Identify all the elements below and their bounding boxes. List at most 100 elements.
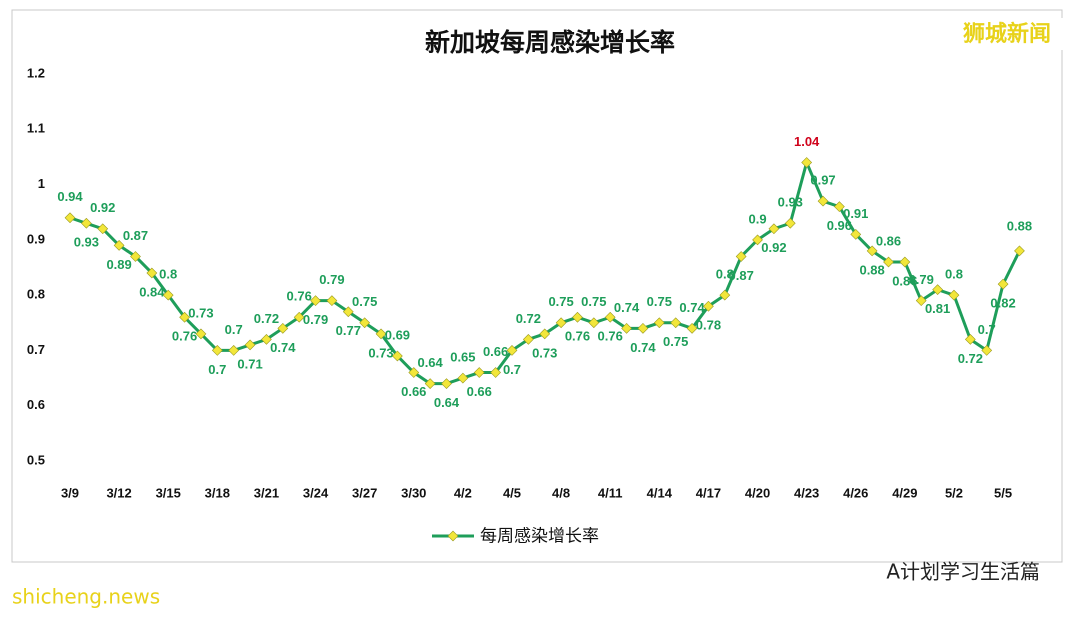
x-tick-label: 4/5: [503, 485, 521, 500]
x-tick-label: 4/11: [598, 485, 623, 500]
data-label: 0.71: [237, 356, 262, 371]
y-tick-label: 1.1: [27, 121, 45, 136]
x-tick-label: 3/18: [205, 485, 230, 500]
marker: [179, 311, 190, 323]
data-label: 0.7: [978, 322, 996, 337]
data-label: 0.86: [892, 273, 917, 288]
marker: [686, 322, 698, 334]
marker: [359, 317, 371, 329]
marker: [719, 289, 731, 301]
marker: [211, 345, 223, 356]
data-label: 0.74: [679, 300, 705, 315]
data-label: 0.69: [385, 327, 410, 342]
marker: [801, 157, 813, 168]
x-tick-label: 4/17: [696, 485, 721, 500]
marker: [604, 311, 616, 323]
marker: [441, 378, 452, 389]
x-tick-label: 4/23: [794, 485, 819, 500]
marker: [113, 240, 125, 251]
x-tick-label: 3/15: [156, 485, 181, 500]
data-label: 0.72: [516, 311, 541, 326]
marker: [637, 322, 649, 334]
data-label: 0.94: [57, 189, 83, 204]
marker: [752, 234, 763, 246]
data-label: 0.76: [287, 289, 312, 304]
data-label: 0.88: [1007, 218, 1032, 233]
marker: [539, 328, 551, 340]
data-label: 0.8: [159, 267, 177, 282]
data-label: 0.76: [172, 329, 197, 344]
data-label: 0.84: [139, 284, 165, 299]
data-label: 0.66: [483, 344, 508, 359]
y-tick-label: 1: [38, 176, 45, 191]
marker: [768, 223, 780, 235]
marker: [964, 333, 976, 345]
data-label: 0.74: [614, 300, 640, 315]
marker: [588, 317, 600, 329]
data-label: 0.8: [945, 267, 963, 282]
data-label: 0.79: [909, 272, 934, 287]
marker: [342, 306, 354, 318]
y-tick-label: 0.5: [27, 452, 45, 467]
data-label: 0.96: [827, 218, 852, 233]
y-tick-label: 0.9: [27, 231, 45, 246]
marker: [293, 311, 305, 323]
data-label: 0.7: [503, 362, 521, 377]
marker: [948, 289, 960, 301]
marker: [883, 256, 894, 268]
x-tick-label: 5/5: [994, 485, 1012, 500]
marker: [932, 284, 943, 295]
data-label: 0.73: [188, 305, 213, 320]
data-label: 0.72: [254, 311, 279, 326]
data-label: 0.92: [90, 200, 115, 215]
marker: [424, 378, 436, 389]
marker: [735, 251, 747, 262]
data-label: 0.65: [450, 350, 475, 365]
data-label: 0.75: [663, 334, 688, 349]
data-label: 0.93: [74, 235, 99, 250]
source: shicheng.news: [12, 585, 160, 609]
data-label: 0.76: [565, 329, 590, 344]
x-tick-label: 4/29: [892, 485, 917, 500]
x-tick-label: 3/12: [106, 485, 131, 500]
data-label: 0.88: [859, 262, 884, 277]
y-tick-label: 0.6: [27, 397, 45, 412]
marker: [1014, 245, 1025, 257]
data-label: 0.82: [990, 296, 1015, 311]
data-label: 0.64: [434, 395, 460, 410]
marker: [261, 333, 272, 345]
chart-frame: [11, 9, 1063, 563]
data-label: 0.64: [417, 355, 443, 370]
data-label: 0.7: [208, 362, 226, 377]
data-label: 1.04: [794, 134, 820, 149]
marker: [899, 256, 911, 268]
x-tick-label: 3/24: [303, 485, 329, 500]
marker: [457, 372, 469, 384]
data-label: 0.7: [225, 322, 243, 337]
marker: [997, 278, 1009, 290]
data-label: 0.8: [716, 267, 734, 282]
marker: [97, 223, 109, 235]
marker: [146, 267, 158, 279]
data-label: 0.75: [548, 294, 573, 309]
marker: [375, 328, 387, 340]
marker: [850, 228, 862, 240]
data-label: 0.92: [761, 240, 786, 255]
marker: [703, 300, 714, 312]
data-label: 0.77: [336, 323, 361, 338]
marker: [522, 333, 534, 345]
marker: [392, 350, 403, 362]
x-tick-label: 4/26: [843, 485, 868, 500]
marker: [162, 289, 174, 301]
marker: [915, 295, 927, 307]
data-label: 0.78: [696, 318, 721, 333]
y-tick-label: 0.7: [27, 342, 45, 357]
marker: [195, 328, 207, 340]
y-tick-label: 1.2: [27, 65, 45, 80]
data-label: 0.73: [368, 345, 393, 360]
data-label: 0.91: [843, 206, 868, 221]
legend-label: 每周感染增长率: [480, 527, 599, 547]
marker: [834, 201, 845, 213]
data-label: 0.75: [352, 294, 377, 309]
